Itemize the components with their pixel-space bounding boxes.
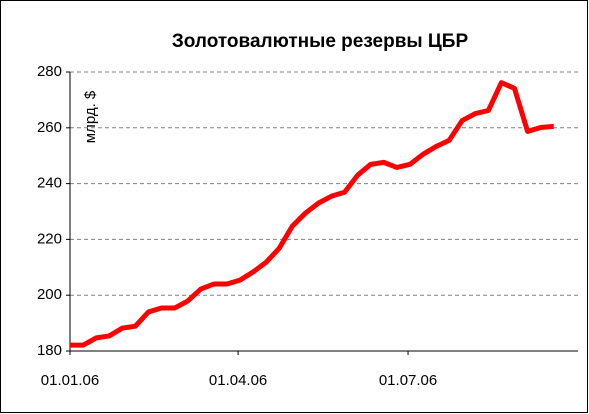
y-tick-label: 280 [37, 63, 62, 80]
x-tick-label: 01.07.06 [379, 372, 437, 389]
line-series [70, 80, 554, 348]
y-axis-label: млрд. $ [82, 90, 99, 143]
y-tick-label: 200 [37, 286, 62, 303]
y-tick-label: 180 [37, 342, 62, 359]
x-tick-label: 01.04.06 [209, 372, 267, 389]
y-tick-label: 260 [37, 119, 62, 136]
x-tick-label: 01.01.06 [41, 372, 99, 389]
chart-title: Золотовалютные резервы ЦБР [172, 31, 469, 52]
y-tick-label: 240 [37, 175, 62, 192]
y-tick-label: 220 [37, 230, 62, 247]
